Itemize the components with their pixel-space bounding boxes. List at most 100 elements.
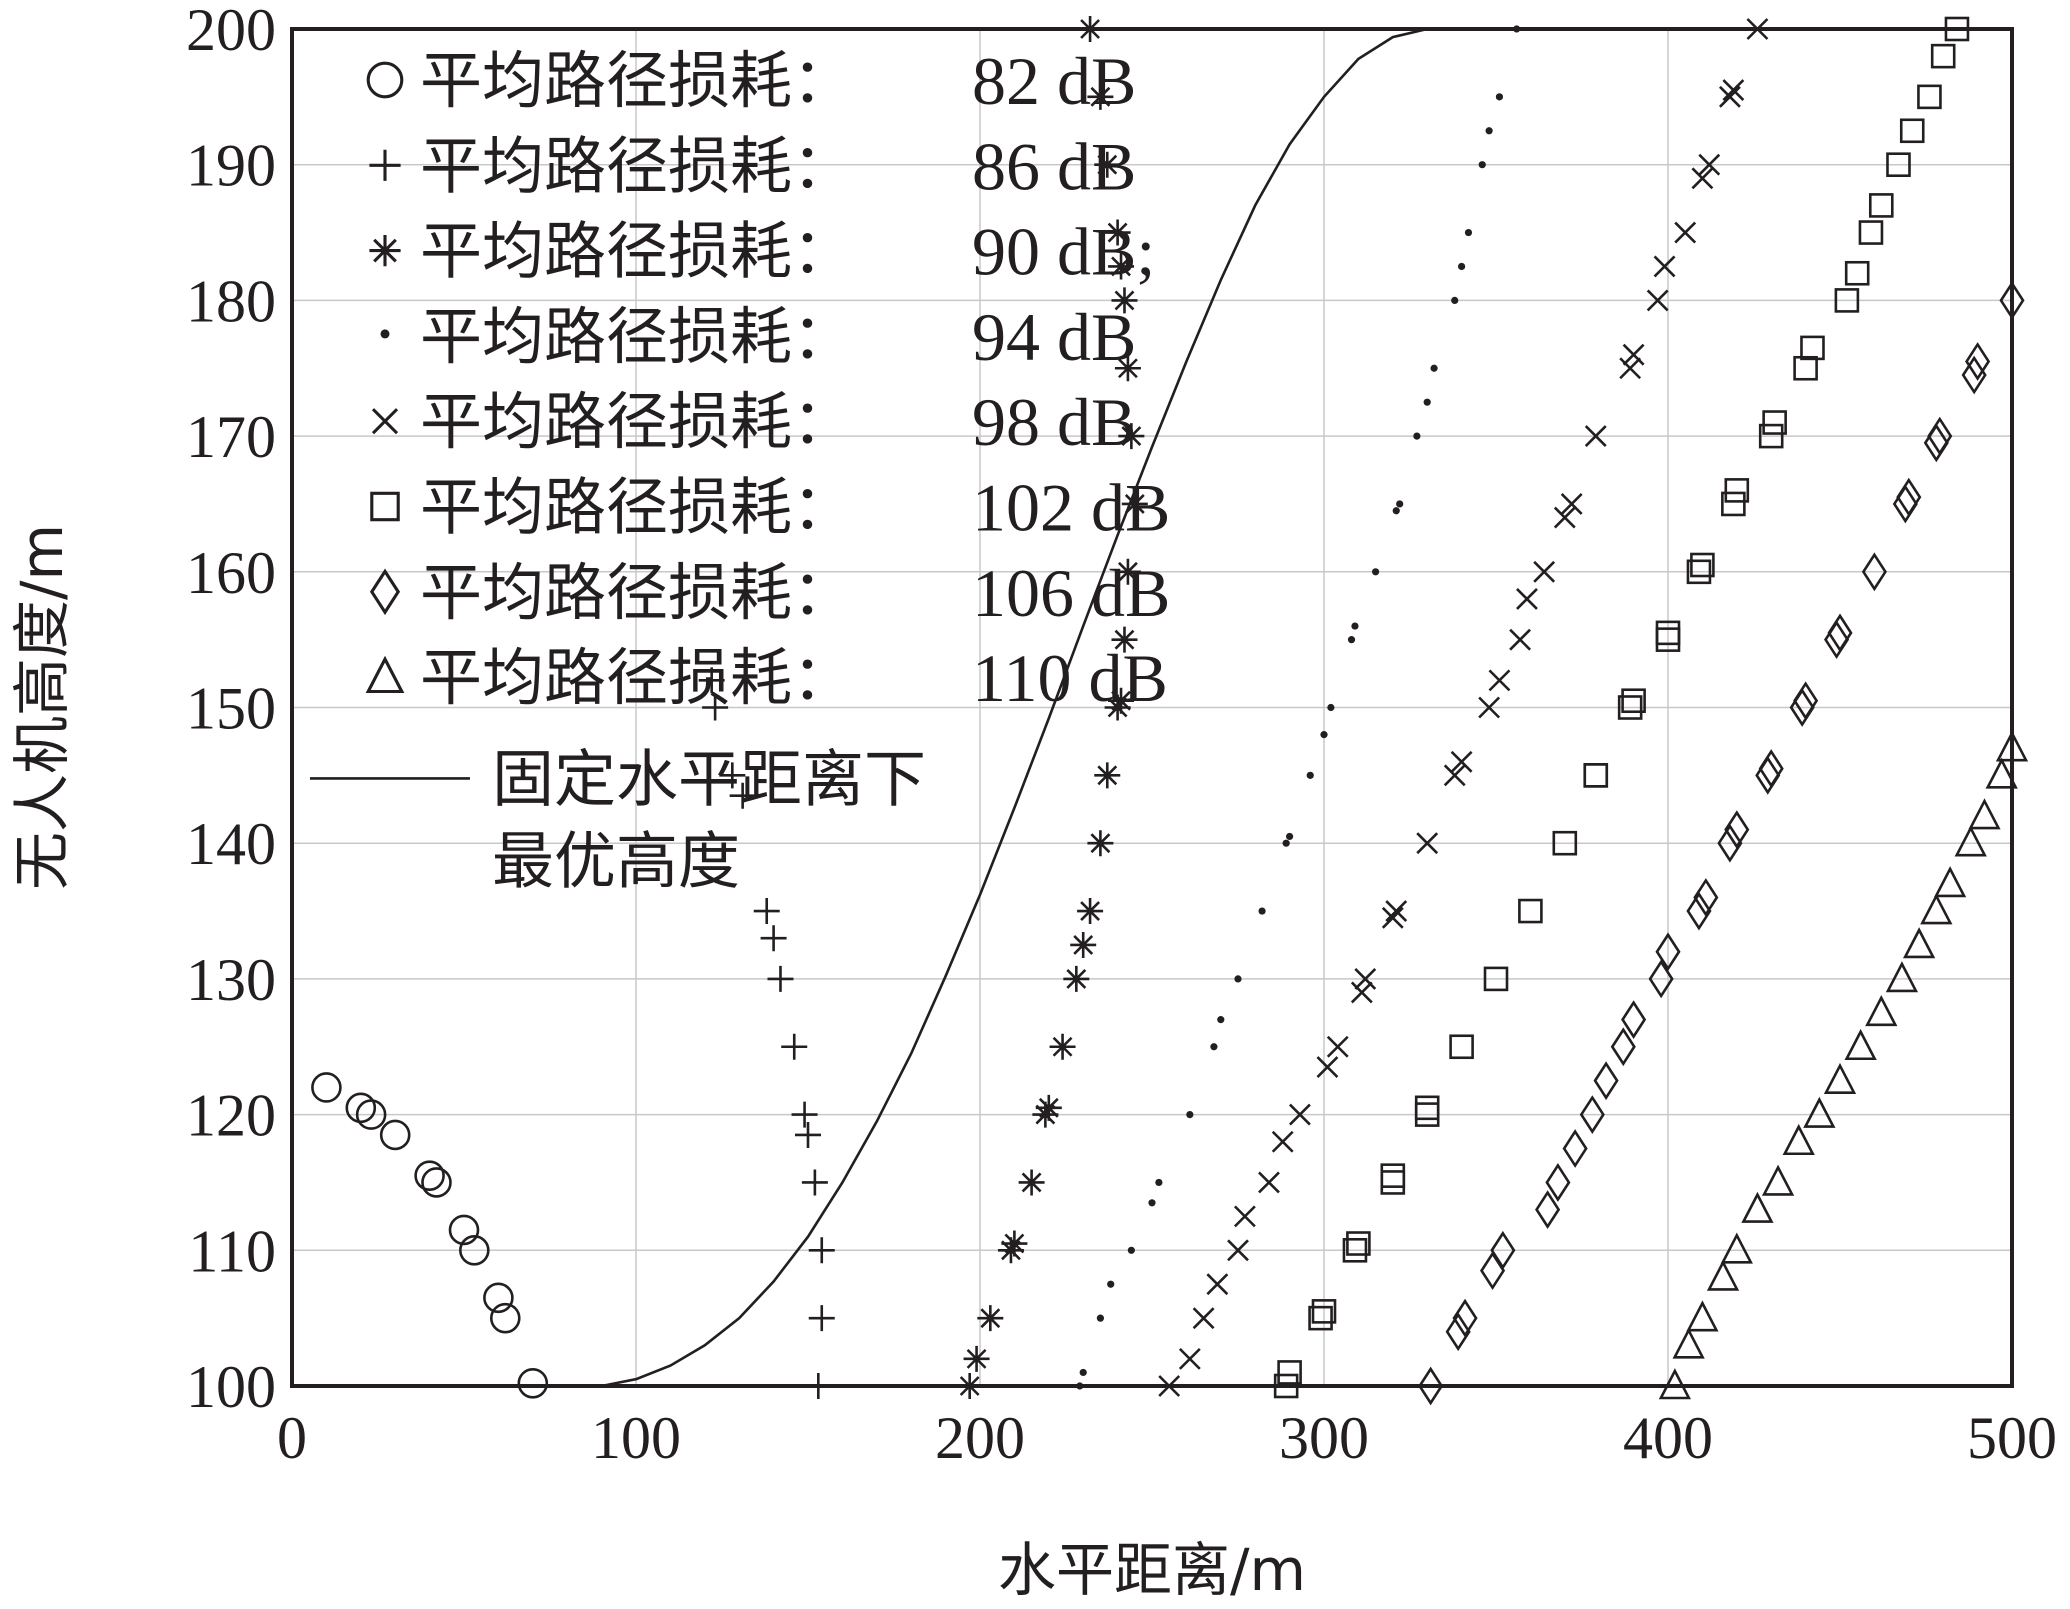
data-point-circle — [489, 1302, 521, 1334]
legend-item-triangle: 平均路径损耗： 110 dB — [365, 640, 1168, 716]
data-point-asterisk — [1035, 1094, 1062, 1121]
data-point-plus — [808, 1237, 835, 1264]
data-point-dot — [1372, 568, 1380, 576]
data-point-square — [1858, 220, 1884, 245]
data-point-x — [1289, 1103, 1311, 1126]
data-point-triangle — [1686, 1300, 1719, 1332]
data-point-diamond — [1824, 620, 1850, 660]
x-tick-label: 100 — [591, 1405, 681, 1471]
legend-label: 平均路径损耗： — [420, 471, 854, 544]
data-point-x — [1584, 425, 1607, 448]
data-point-x — [1354, 967, 1377, 990]
data-point-x — [1350, 981, 1373, 1004]
data-point-square — [1346, 1231, 1371, 1256]
data-point-diamond — [1418, 1366, 1444, 1406]
data-point-square — [1724, 478, 1750, 503]
data-point-square — [1380, 1170, 1406, 1195]
data-point-diamond — [1755, 755, 1781, 795]
x-tick-label: 400 — [1623, 1405, 1713, 1471]
data-point-dot — [1413, 432, 1421, 440]
data-point-diamond — [1724, 810, 1750, 850]
data-point-diamond — [1686, 891, 1712, 931]
data-point-triangle — [1902, 927, 1936, 959]
y-tick-label: 170 — [186, 404, 276, 470]
legend-marker-circle — [366, 61, 404, 99]
y-tick-label: 140 — [186, 811, 276, 877]
data-point-triangle — [1782, 1123, 1815, 1156]
data-point-diamond — [1892, 484, 1918, 524]
tick-labels: 0 100 200 300 400 500100110120130140150160170… — [186, 0, 2057, 1471]
y-tick-label: 190 — [186, 133, 276, 199]
x-tick-label: 200 — [935, 1405, 1025, 1471]
data-point-diamond — [1445, 1312, 1471, 1352]
y-tick-label: 200 — [186, 0, 276, 63]
legend-item-circle: 平均路径损耗： 82 dB — [366, 43, 1136, 119]
data-point-square — [1583, 763, 1609, 788]
data-point-dot — [1458, 262, 1466, 271]
series-dot — [1076, 25, 1521, 1390]
data-point-x — [1674, 221, 1697, 244]
data-point-x — [1646, 289, 1669, 312]
y-tick-label: 100 — [186, 1354, 276, 1420]
legend-item-plus: 平均路径损耗： 86 dB — [369, 128, 1136, 204]
data-point-diamond — [1621, 1000, 1647, 1040]
data-point-triangle — [1865, 995, 1898, 1027]
data-point-x — [1533, 560, 1556, 583]
data-point-square — [1868, 193, 1894, 218]
plot-frame — [290, 27, 2014, 1388]
data-point-x — [1192, 1307, 1215, 1330]
legend-item-asterisk: 平均路径损耗： 90 dB; — [369, 214, 1155, 290]
data-point-diamond — [1545, 1163, 1571, 1202]
data-point-diamond — [1655, 932, 1681, 972]
data-point-x — [1553, 506, 1576, 529]
data-point-plus — [753, 898, 780, 925]
data-point-dot — [1478, 161, 1486, 169]
legend-label: 平均路径损耗： — [420, 385, 854, 458]
data-point-circle — [355, 1099, 387, 1130]
data-point-diamond — [1961, 355, 1987, 395]
data-point-diamond — [1693, 878, 1719, 917]
data-point-circle — [311, 1072, 342, 1103]
legend-value: 106 dB — [972, 555, 1170, 631]
data-point-asterisk — [1070, 931, 1097, 958]
data-point-asterisk — [1108, 687, 1135, 714]
data-point-triangle — [1823, 1062, 1857, 1094]
y-tick-label: 120 — [186, 1083, 276, 1149]
data-point-diamond — [1610, 1027, 1636, 1067]
data-point-asterisk — [963, 1345, 990, 1372]
data-point-dot — [1347, 636, 1356, 644]
data-point-dot — [1210, 1043, 1218, 1051]
data-point-square — [1655, 627, 1681, 652]
data-point-dot — [1320, 731, 1328, 739]
data-point-x — [1622, 343, 1645, 366]
series-square — [1273, 16, 1970, 1399]
data-point-asterisk — [1114, 355, 1141, 382]
data-point-square — [1917, 84, 1942, 110]
legend-value: 98 dB — [972, 384, 1136, 460]
data-point-circle — [345, 1092, 377, 1124]
data-point-square — [1762, 410, 1787, 435]
data-point-asterisk — [1018, 1169, 1045, 1196]
data-point-x — [1206, 1273, 1229, 1296]
y-tick-label: 110 — [188, 1218, 276, 1284]
data-point-x — [1385, 900, 1408, 922]
data-point-triangle — [1985, 757, 2018, 789]
data-point-x — [1722, 79, 1745, 101]
legend: 平均路径损耗： 82 dB 平均路径损耗： 86 dB 平均路径损耗： 90 dB; 平均路… — [310, 43, 1170, 897]
data-point-square — [1899, 118, 1925, 144]
legend-curve-label-line2: 最优高度 — [492, 824, 740, 897]
data-point-x — [1509, 628, 1531, 651]
legend-label: 平均路径损耗： — [420, 641, 854, 714]
legend-item-dot: 平均路径损耗： 94 dB — [380, 299, 1136, 375]
data-point-dot — [1148, 1199, 1156, 1207]
data-point-diamond — [1789, 688, 1815, 727]
data-point-dot — [1155, 1178, 1163, 1187]
data-point-square — [1308, 1305, 1333, 1331]
legend-marker-triangle — [365, 655, 405, 694]
data-point-square — [1449, 1034, 1474, 1060]
data-point-square — [1518, 898, 1543, 924]
data-point-plus — [791, 1101, 818, 1128]
data-point-dot — [1282, 839, 1290, 847]
data-point-triangle — [1706, 1259, 1740, 1291]
data-point-diamond — [1758, 749, 1784, 788]
